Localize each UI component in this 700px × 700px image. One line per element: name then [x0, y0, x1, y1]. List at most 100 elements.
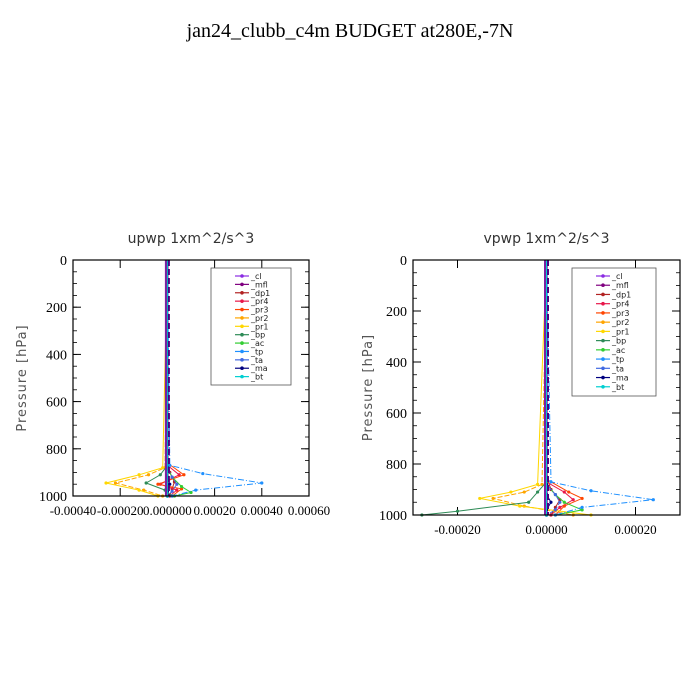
- series-point: [175, 482, 179, 486]
- legend-label: _ac: [250, 339, 264, 348]
- series-point: [580, 505, 584, 509]
- x-tick-label: -0.00040: [50, 503, 97, 518]
- plot-frame: [72, 259, 310, 497]
- y-tick-label: 400: [386, 356, 407, 371]
- legend-label: _pr2: [611, 318, 629, 327]
- legend-label: _tp: [611, 355, 624, 364]
- legend-marker: [240, 299, 244, 303]
- legend-marker: [240, 349, 244, 354]
- series-point: [170, 489, 174, 493]
- series-point: [562, 504, 566, 508]
- x-tick-label: -0.00020: [434, 522, 481, 537]
- series-point: [549, 480, 553, 484]
- legend-label: _mfl: [611, 281, 629, 290]
- legend-marker: [601, 274, 605, 278]
- series-point: [478, 496, 482, 501]
- series-point: [553, 493, 558, 497]
- series-point: [260, 481, 264, 485]
- x-tick-label: -0.00020: [97, 503, 144, 518]
- panel-title: upwp 1xm^2/s^3: [128, 231, 255, 247]
- series-point: [522, 490, 526, 494]
- legend-label: _bt: [250, 373, 263, 382]
- panel-title: vpwp 1xm^2/s^3: [483, 231, 609, 247]
- y-axis-label: Pressure [hPa]: [15, 324, 30, 431]
- legend-marker: [240, 316, 244, 320]
- series-point: [549, 500, 553, 504]
- series-line-pr4: [546, 260, 575, 516]
- series-point: [104, 481, 108, 485]
- x-tick-label: 0.00060: [288, 503, 330, 518]
- y-tick-label: 800: [386, 458, 407, 473]
- series-point: [536, 490, 540, 494]
- y-tick-label: 400: [46, 348, 67, 363]
- series-point: [580, 496, 584, 501]
- series-point: [536, 482, 540, 486]
- legend-marker: [601, 320, 605, 324]
- series-point: [201, 471, 205, 476]
- legend-marker: [240, 341, 244, 345]
- series-point: [144, 481, 148, 485]
- series-point: [540, 482, 544, 486]
- y-tick-label: 1000: [379, 509, 407, 524]
- y-tick-label: 200: [386, 305, 407, 320]
- legend-marker: [240, 290, 244, 295]
- series-line-tp: [166, 259, 262, 497]
- series-point: [562, 490, 566, 494]
- series-point: [580, 508, 584, 512]
- series-point: [491, 496, 495, 501]
- legend-marker: [240, 307, 244, 312]
- legend-label: _tp: [250, 347, 263, 356]
- y-tick-label: 200: [46, 301, 67, 316]
- legend-marker: [240, 332, 244, 337]
- legend-label: _pr3: [250, 306, 268, 315]
- legend-label: _bp: [250, 331, 265, 340]
- legend-marker: [601, 311, 605, 315]
- legend-label: _ac: [611, 346, 625, 355]
- x-tick-label: 0.000000: [143, 503, 192, 518]
- y-tick-label: 0: [60, 254, 67, 269]
- legend-label: _dp1: [250, 289, 270, 298]
- x-tick-label: 0.00040: [241, 503, 283, 518]
- series-point: [182, 473, 186, 477]
- series-line-pr1: [479, 259, 592, 516]
- series-point: [137, 488, 141, 492]
- series-point: [571, 498, 575, 502]
- legend-label: _ma: [611, 374, 629, 383]
- legend-marker: [601, 384, 605, 389]
- series-point: [567, 490, 571, 494]
- y-tick-label: 600: [46, 396, 67, 411]
- series-point: [527, 500, 531, 504]
- series-point: [589, 489, 593, 493]
- legend-label: _dp1: [611, 290, 631, 299]
- legend-label: _pr4: [250, 297, 268, 306]
- legend: _cl_mfl_dp1_pr4_pr3_pr2_pr1_bp_ac_tp_ta_…: [210, 267, 292, 386]
- series-point: [558, 505, 562, 509]
- x-tick-label: 0.00020: [193, 503, 235, 518]
- chart-panel-2: vpwp 1xm^2/s^3 Pressure [hPa] 0 200 400 600 80…: [361, 231, 681, 537]
- series-point: [194, 488, 198, 492]
- series-point: [113, 481, 118, 485]
- legend-label: _pr4: [611, 300, 629, 309]
- series-point: [179, 487, 184, 491]
- series-point: [509, 490, 513, 494]
- legend-marker: [601, 283, 605, 288]
- series-point: [179, 484, 184, 489]
- series-point: [455, 509, 460, 513]
- legend-marker: [601, 292, 605, 297]
- y-tick-label: 800: [46, 443, 67, 458]
- legend-label: _bt: [611, 383, 624, 392]
- series-point: [518, 504, 522, 508]
- series-point: [158, 473, 162, 477]
- legend-label: _pr1: [250, 322, 268, 331]
- y-tick-label: 1000: [39, 490, 67, 505]
- series-line-pr1: [105, 259, 168, 497]
- series-line-ac: [166, 260, 193, 497]
- series-line-pr3: [156, 260, 185, 497]
- legend-label: _bp: [611, 337, 626, 346]
- legend-box: [571, 267, 657, 397]
- x-tick-label: 0.00000: [525, 522, 567, 537]
- legend-marker: [601, 375, 605, 380]
- legend-marker: [601, 329, 605, 334]
- legend-marker: [240, 358, 244, 362]
